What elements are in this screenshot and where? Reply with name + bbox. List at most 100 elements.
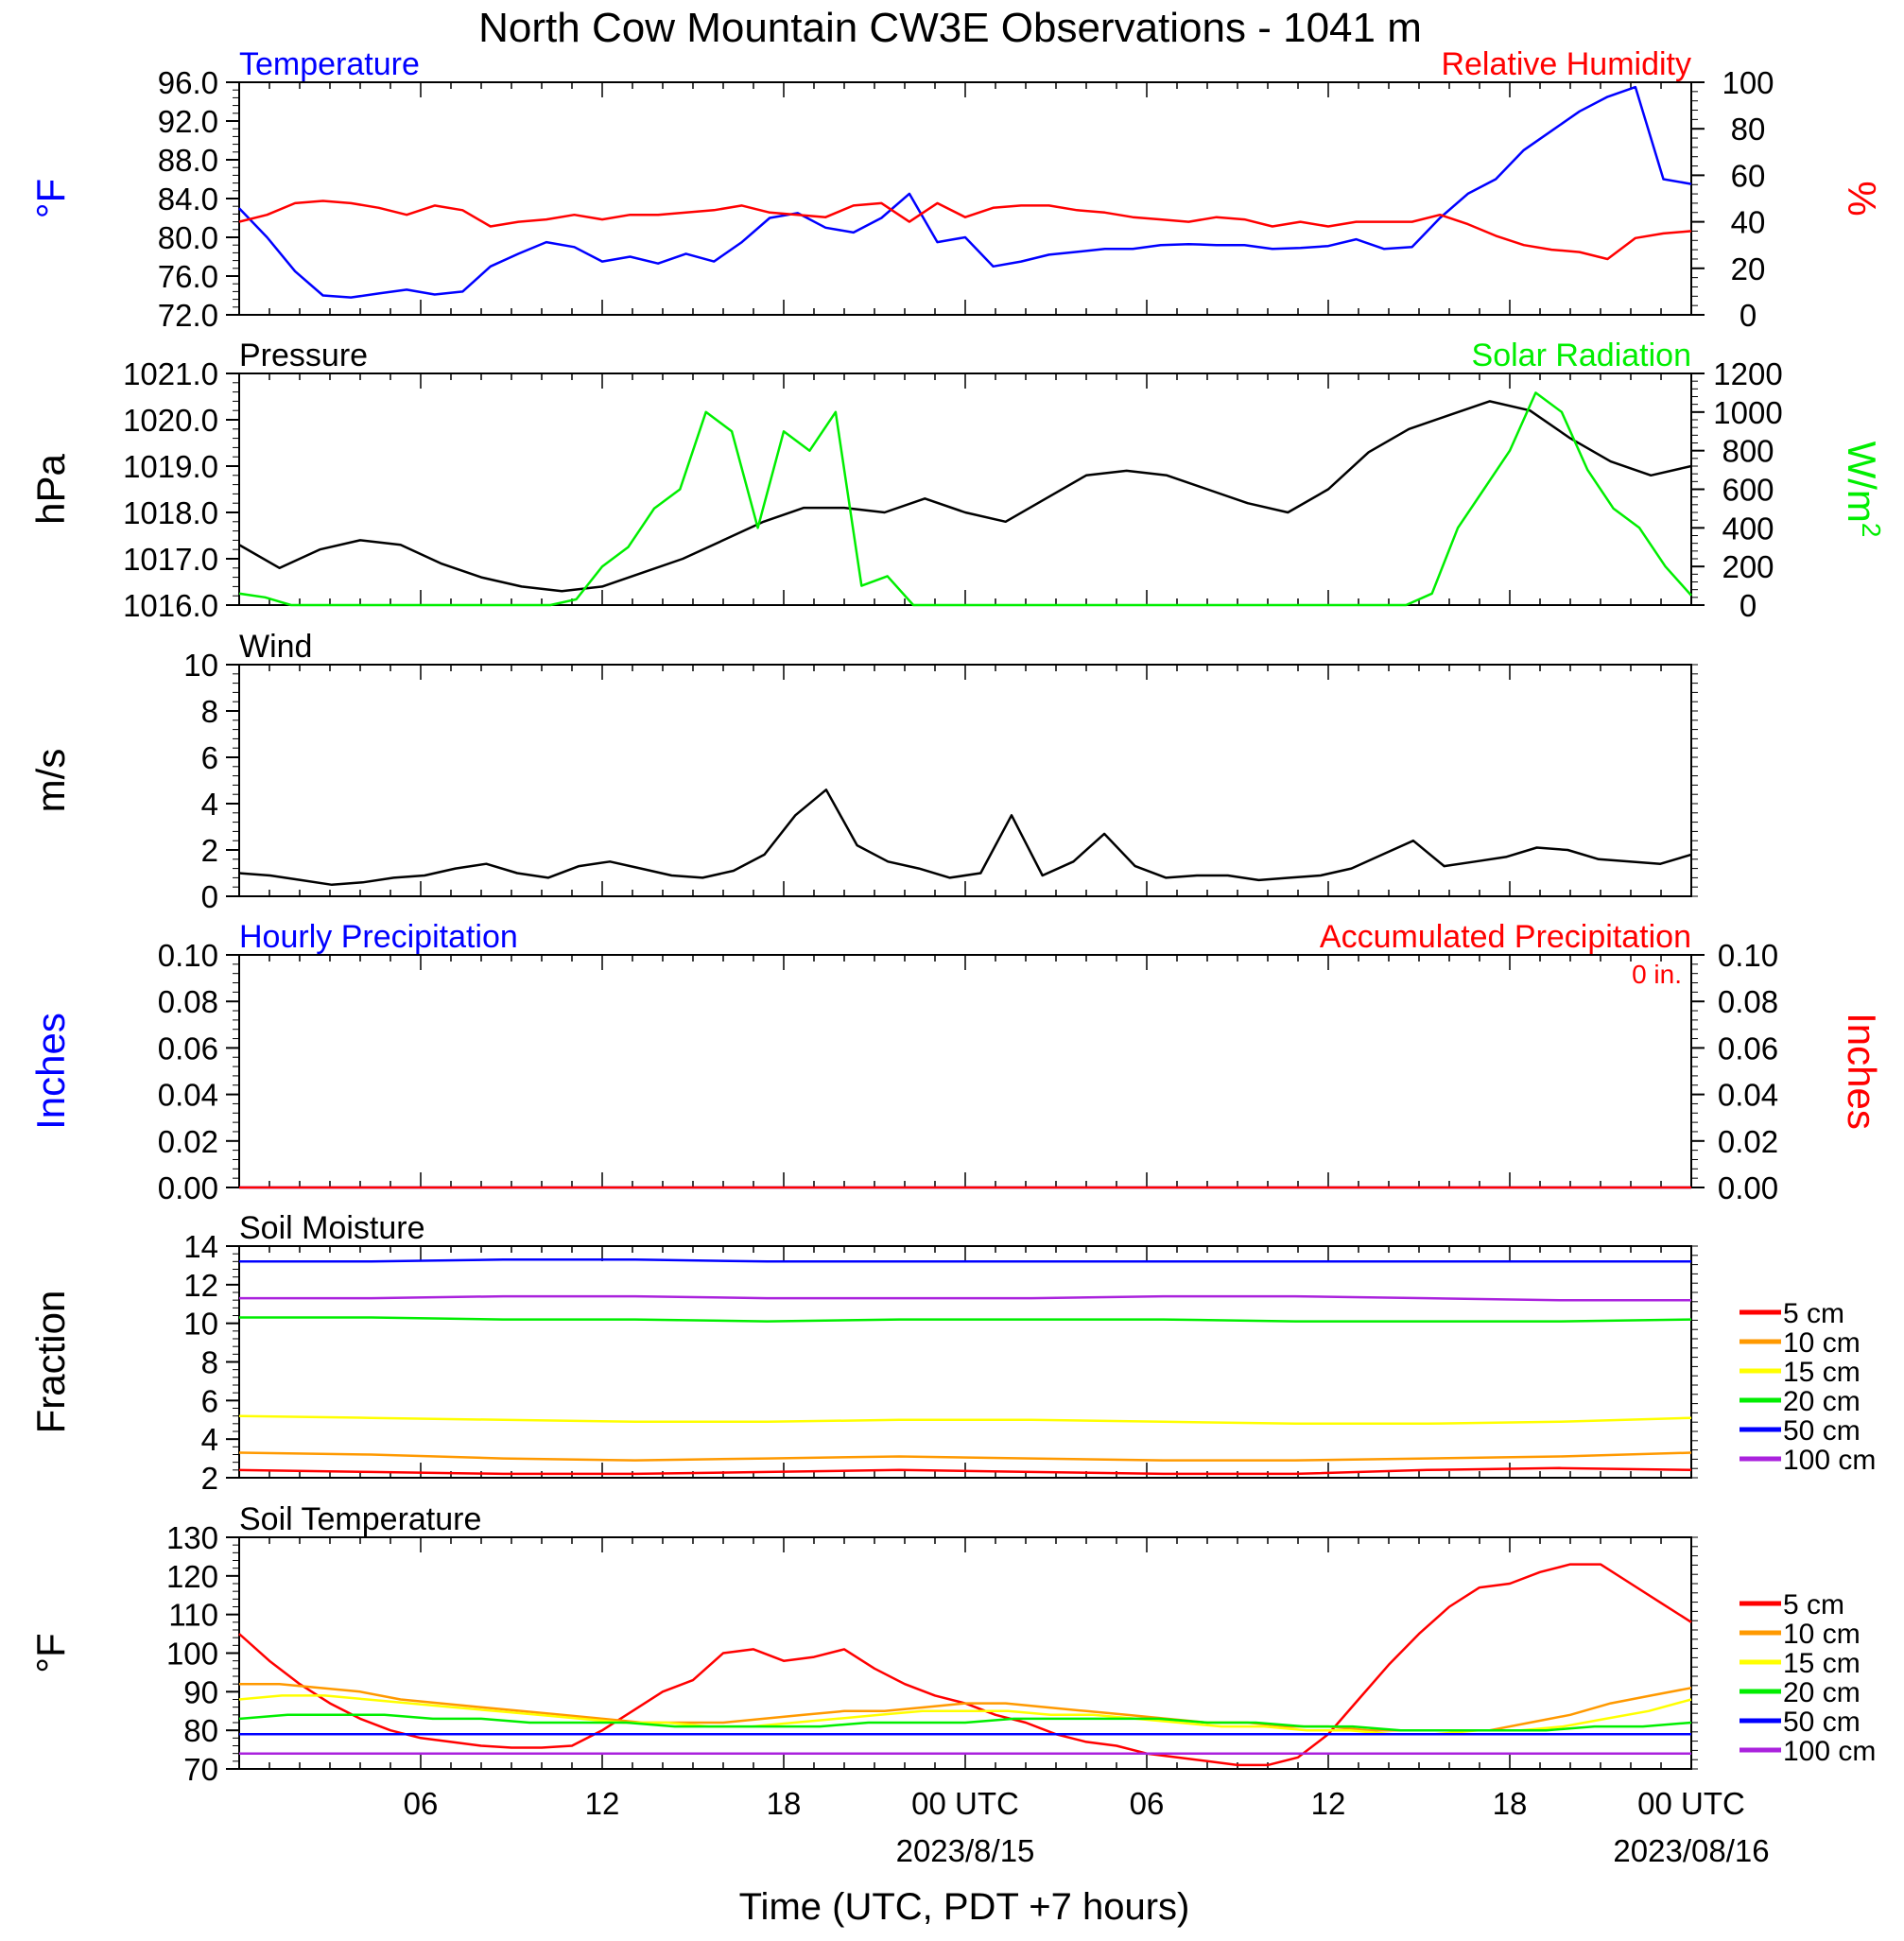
y-tick-label-right: 1000: [1713, 395, 1782, 430]
y-tick-label-left: 130: [166, 1520, 218, 1555]
legend-label: 10 cm: [1783, 1619, 1861, 1650]
x-tick-label: 06: [1130, 1786, 1165, 1821]
y-tick-label-left: 1019.0: [123, 449, 218, 484]
legend-label: 20 cm: [1783, 1677, 1861, 1708]
y-tick-label-left: 10: [183, 1307, 218, 1342]
y-tick-label-right: 200: [1722, 549, 1774, 584]
y-tick-label-right: 20: [1731, 251, 1766, 286]
y-tick-label-right: 0: [1740, 298, 1757, 333]
series-line-100-cm: [239, 1294, 1691, 1302]
y-tick-label-left: 1021.0: [123, 356, 218, 391]
x-axis: 06 12 18 00 UTC 06 12 18 00 UTC 2023/8/15 2023/08…: [404, 1786, 1770, 1868]
y-tick-label-left: 2: [201, 833, 218, 868]
series-line-5-cm: [238, 1466, 1692, 1476]
panel-title-right: Solar Radiation: [1472, 338, 1691, 373]
panel-title-left: Hourly Precipitation: [239, 919, 518, 955]
x-date-label: 2023/8/15: [896, 1833, 1035, 1868]
legend-label: 50 cm: [1783, 1415, 1861, 1447]
y-tick-label-left: 4: [201, 787, 218, 822]
x-tick-label: 00 UTC: [911, 1786, 1019, 1821]
y-tick-label-left: 0.04: [158, 1078, 218, 1113]
panel-frame: [238, 1245, 1692, 1479]
y-tick-label-left: 0: [201, 879, 218, 914]
y-tick-label-left: 8: [201, 1345, 218, 1380]
legend-label: 15 cm: [1783, 1648, 1861, 1679]
y-axis-label-left: Inches: [28, 1013, 73, 1130]
panel-title-left: Wind: [239, 629, 312, 665]
y-tick-label-left: 90: [183, 1674, 218, 1709]
y-tick-label-right: 800: [1722, 434, 1774, 469]
y-tick-label-left: 2: [201, 1461, 218, 1496]
y-tick-label-left: 84.0: [158, 182, 218, 217]
panel-2: 10 8 6 4 2 0 Wind m/s: [28, 629, 1698, 914]
y-tick-label-left: 0.10: [158, 938, 218, 973]
x-tick-label: 00 UTC: [1637, 1786, 1745, 1821]
series-line-wind: [238, 789, 1692, 887]
y-axis-label-right: %: [1840, 181, 1884, 216]
y-tick-label-left: 0.06: [158, 1031, 218, 1066]
y-tick-label-left: 70: [183, 1752, 218, 1787]
panel-title-left: Temperature: [239, 46, 420, 82]
panel-0: 96.0 92.0 88.0 84.080.0 76.0 72.0 100 80 60 40 20 0…: [28, 46, 1884, 333]
y-tick-label-left: 1017.0: [123, 542, 218, 577]
y-tick-label-right: 0.02: [1718, 1124, 1778, 1159]
panel-title-right: Accumulated Precipitation: [1320, 919, 1691, 955]
y-tick-label-left: 14: [183, 1229, 218, 1264]
x-tick-label: 18: [767, 1786, 802, 1821]
legend-label: 5 cm: [1783, 1589, 1844, 1620]
y-tick-label-right: 600: [1722, 473, 1774, 508]
y-axis-label-left: °F: [28, 1633, 73, 1672]
x-tick-label: 12: [1311, 1786, 1346, 1821]
y-axis-label-left: Fraction: [28, 1291, 73, 1434]
y-tick-label-right: 0.10: [1718, 938, 1778, 973]
y-tick-label-right: 100: [1722, 65, 1774, 100]
panel-3: 0.10 0.08 0.06 0.04 0.02 0.00 0.10 0.08 0.06 0.04…: [28, 919, 1884, 1205]
y-tick-label-right: 1200: [1713, 356, 1782, 391]
x-date-label: 2023/08/16: [1613, 1833, 1769, 1868]
y-tick-label-left: 80: [183, 1713, 218, 1748]
series-line-50-cm: [239, 1258, 1691, 1263]
y-tick-label-left: 96.0: [158, 65, 218, 100]
y-tick-label-left: 1018.0: [123, 495, 218, 530]
panel-title-left: Soil Moisture: [239, 1210, 425, 1246]
y-tick-label-right: 60: [1731, 158, 1766, 193]
y-tick-label-right: 40: [1731, 205, 1766, 240]
y-tick-label-left: 10: [183, 648, 218, 683]
y-tick-label-left: 0.02: [158, 1124, 218, 1159]
y-tick-label-left: 110: [168, 1598, 218, 1633]
legend-label: 100 cm: [1783, 1736, 1876, 1767]
y-tick-label-left: 8: [201, 694, 218, 729]
panel-title-left: Pressure: [239, 338, 368, 373]
panel-frame: [238, 373, 1692, 606]
y-tick-label-left: 100: [166, 1637, 218, 1672]
y-tick-label-left: 0.00: [158, 1170, 218, 1205]
legend-label: 10 cm: [1783, 1327, 1861, 1359]
y-tick-label-left: 88.0: [158, 143, 218, 178]
panel-frame: [238, 954, 1692, 1188]
legend-label: 15 cm: [1783, 1357, 1861, 1388]
y-axis-label-left: hPa: [28, 453, 73, 524]
x-tick-label: 06: [404, 1786, 439, 1821]
y-axis-label-right: W/m2: [1840, 442, 1887, 538]
legend-label: 20 cm: [1783, 1386, 1861, 1417]
panels: 96.092.088.084.080.076.072.0100806040200…: [28, 46, 1887, 1787]
panel-annotation: 0 in.: [1632, 960, 1682, 989]
x-tick-label: 18: [1493, 1786, 1528, 1821]
series-line-15-cm: [238, 1694, 1692, 1736]
y-tick-label-right: 80: [1731, 112, 1766, 147]
y-tick-label-left: 1016.0: [123, 588, 218, 623]
y-axis-label-left: m/s: [28, 749, 73, 813]
chart-title: North Cow Mountain CW3E Observations - 1…: [478, 5, 1422, 51]
y-tick-label-left: 120: [166, 1559, 218, 1594]
y-tick-label-left: 76.0: [158, 259, 218, 294]
series-line-20-cm: [239, 1316, 1692, 1323]
series-line-solar-radiation: [238, 391, 1692, 607]
y-axis-label-right: Inches: [1840, 1013, 1884, 1130]
y-tick-label-left: 6: [201, 1383, 218, 1418]
y-tick-label-right: 400: [1722, 511, 1774, 546]
panel-1: 1021.0 1020.0 1019.0 1018.0 1017.0 1016.0 1200…: [28, 338, 1887, 623]
x-tick-label: 12: [585, 1786, 620, 1821]
y-tick-label-right: 0: [1740, 588, 1757, 623]
